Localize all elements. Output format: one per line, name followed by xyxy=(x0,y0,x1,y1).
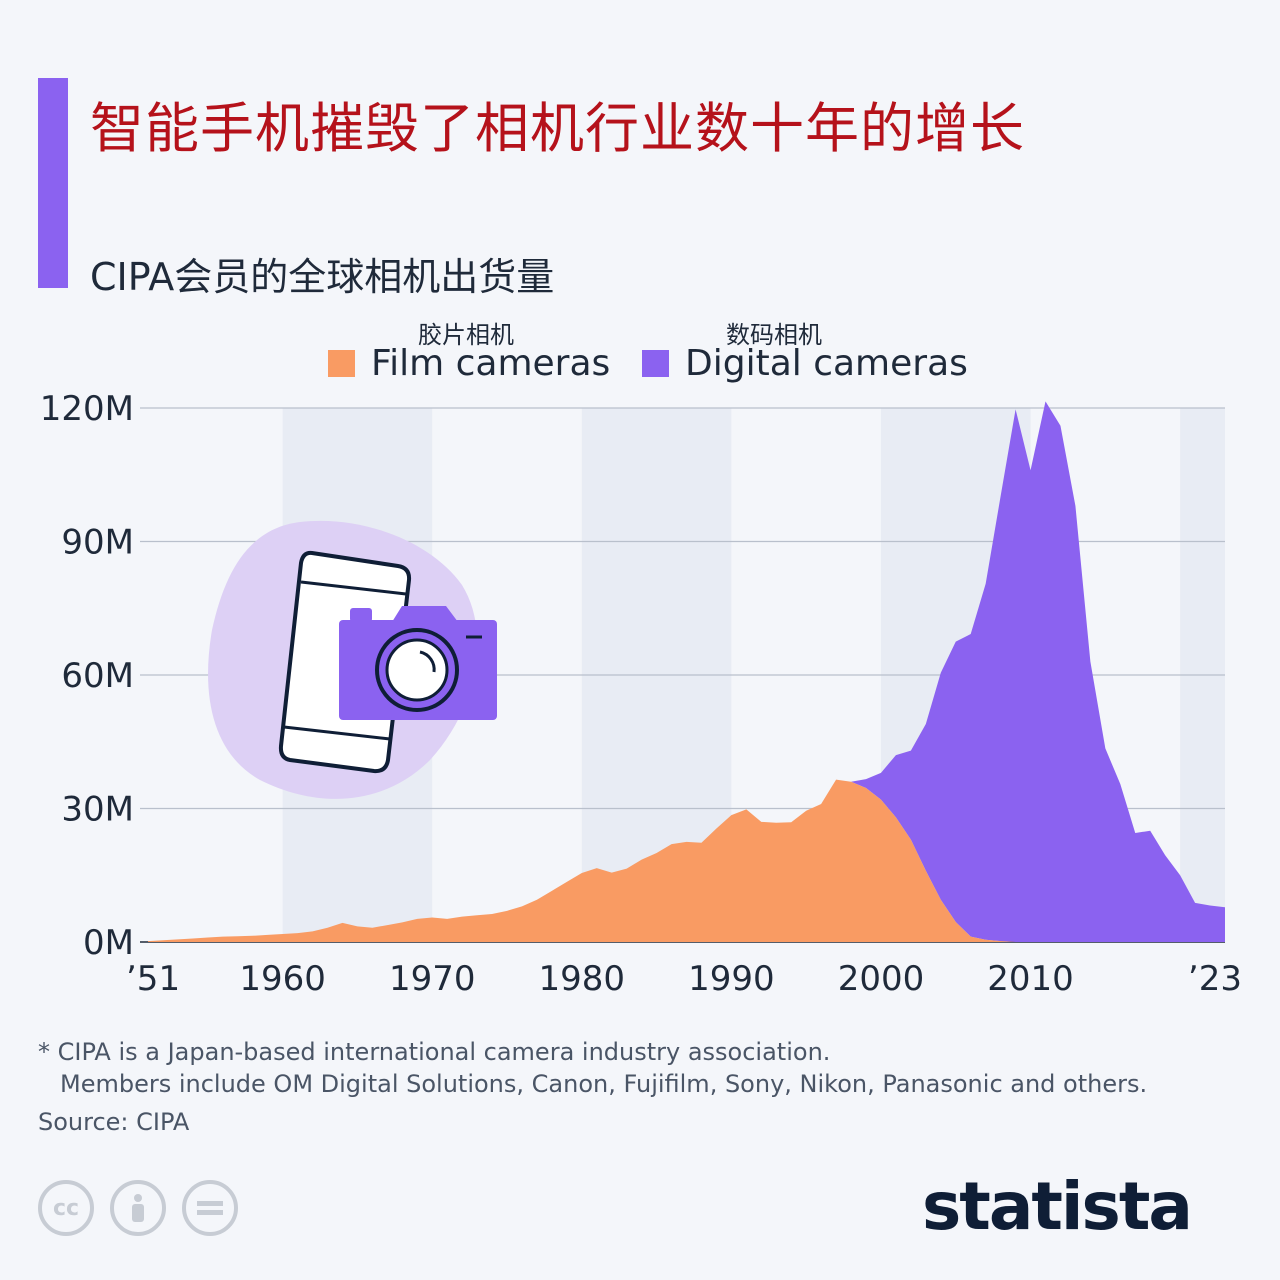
y-tick-label: 0M xyxy=(83,923,134,963)
y-tick-label: 60M xyxy=(61,656,134,696)
accent-bar xyxy=(38,78,68,288)
x-tick-label: 2010 xyxy=(987,959,1074,999)
camera-icon xyxy=(339,606,497,720)
y-tick-label: 120M xyxy=(40,389,134,429)
x-tick-label: ’51 xyxy=(126,959,180,999)
chart-subtitle: CIPA会员的全球相机出货量 xyxy=(90,255,555,299)
chart-title: 智能手机摧毁了相机行业数十年的增长 xyxy=(90,97,1025,160)
y-tick-label: 30M xyxy=(61,790,134,830)
legend-swatch-film xyxy=(328,350,355,377)
footnote-line-2: Members include OM Digital Solutions, Ca… xyxy=(60,1070,1148,1098)
smartphone-camera-illustration xyxy=(208,520,497,799)
area-series xyxy=(148,401,1225,942)
footnote-line-1: * CIPA is a Japan-based international ca… xyxy=(38,1038,831,1066)
legend-digital-cn: 数码相机 xyxy=(726,321,822,349)
legend-item-film: Film cameras xyxy=(328,343,610,384)
creative-commons-icon[interactable]: cc xyxy=(38,1180,94,1236)
legend-item-digital: Digital cameras xyxy=(642,343,968,384)
no-derivatives-icon[interactable] xyxy=(182,1180,238,1236)
x-tick-label: 1970 xyxy=(389,959,476,999)
x-tick-label: 1960 xyxy=(239,959,326,999)
series-digital-cameras xyxy=(148,401,1225,942)
series-film-cameras xyxy=(148,779,1225,942)
license-icons: cc xyxy=(38,1180,238,1236)
chart: 0M 30M 60M 90M 120M ’51 1960 1970 1980 1990 2000 20… xyxy=(40,389,1242,999)
attribution-icon[interactable] xyxy=(110,1180,166,1236)
x-tick-label: 2000 xyxy=(838,959,925,999)
legend-swatch-digital xyxy=(642,350,669,377)
source-note: Source: CIPA xyxy=(38,1108,190,1136)
x-tick-label: 1980 xyxy=(539,959,626,999)
y-tick-label: 90M xyxy=(61,523,134,563)
footnote: * CIPA is a Japan-based international ca… xyxy=(38,1036,1147,1100)
x-tick-label: ’23 xyxy=(1188,959,1242,999)
legend-label-digital: Digital cameras xyxy=(685,343,968,384)
legend-film-cn: 胶片相机 xyxy=(418,321,514,349)
x-tick-label: 1990 xyxy=(688,959,775,999)
axes: 0M 30M 60M 90M 120M ’51 1960 1970 1980 1990 2000 20… xyxy=(40,389,1242,999)
statista-logo[interactable]: statista xyxy=(922,1168,1193,1245)
legend-label-film: Film cameras xyxy=(371,343,611,384)
